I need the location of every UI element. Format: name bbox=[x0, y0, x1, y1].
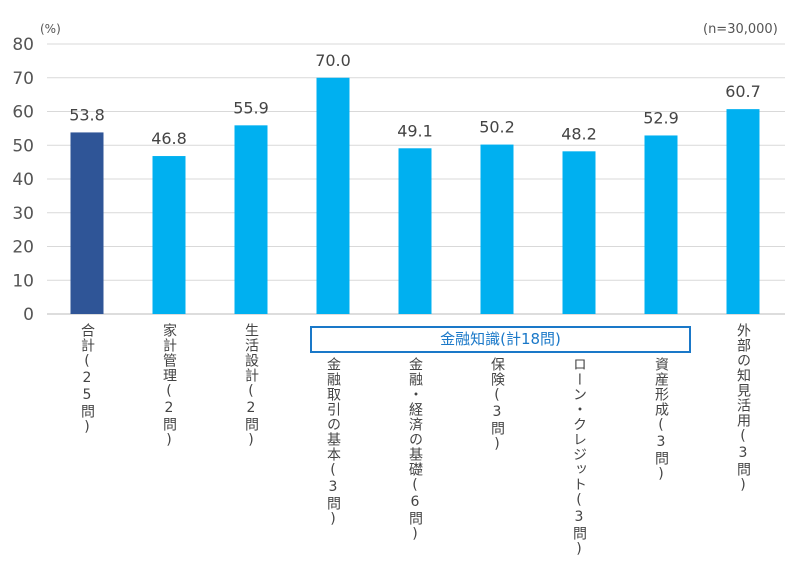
y-axis-unit: (%) bbox=[40, 22, 61, 36]
bar bbox=[70, 132, 104, 314]
y-tick-label: 0 bbox=[23, 305, 34, 325]
bar bbox=[398, 148, 432, 314]
data-label: 55.9 bbox=[233, 98, 269, 117]
x-category-label: 保険(3問) bbox=[489, 357, 505, 453]
data-label: 53.8 bbox=[69, 105, 105, 124]
y-tick-label: 60 bbox=[12, 103, 34, 123]
x-category-label: 資産形成(3問) bbox=[653, 357, 669, 483]
bar bbox=[152, 156, 186, 314]
sample-size-note: (n=30,000) bbox=[703, 22, 778, 37]
x-category-label: 家計管理(2問) bbox=[161, 323, 177, 449]
y-tick-label: 70 bbox=[12, 69, 34, 89]
x-category-label: ローン・クレジット(3問) bbox=[571, 357, 587, 558]
y-tick-label: 50 bbox=[12, 136, 34, 156]
data-label: 46.8 bbox=[151, 129, 187, 148]
y-tick-label: 80 bbox=[12, 35, 34, 55]
bar bbox=[562, 151, 596, 314]
y-tick-label: 20 bbox=[12, 238, 34, 258]
bar bbox=[644, 135, 678, 314]
data-label: 49.1 bbox=[397, 121, 433, 140]
x-category-label: 金融取引の基本(3問) bbox=[325, 357, 341, 528]
x-category-label: 金融・経済の基礎(6問) bbox=[407, 357, 423, 543]
bar bbox=[234, 125, 268, 315]
data-label: 52.9 bbox=[643, 108, 679, 127]
bar bbox=[726, 109, 760, 314]
bar bbox=[316, 77, 350, 314]
data-label: 70.0 bbox=[315, 51, 351, 70]
bar bbox=[480, 144, 514, 314]
y-tick-label: 10 bbox=[12, 271, 34, 291]
x-category-label: 生活設計(2問) bbox=[243, 323, 259, 449]
group-label-financial-knowledge: 金融知識(計18問) bbox=[310, 326, 691, 353]
data-label: 60.7 bbox=[725, 82, 761, 101]
data-label: 48.2 bbox=[561, 124, 597, 143]
data-label: 50.2 bbox=[479, 118, 515, 137]
y-tick-label: 40 bbox=[12, 170, 34, 190]
x-category-label: 外部の知見活用(3問) bbox=[735, 323, 751, 494]
y-tick-label: 30 bbox=[12, 204, 34, 224]
x-category-label: 合計(25問) bbox=[79, 323, 95, 436]
